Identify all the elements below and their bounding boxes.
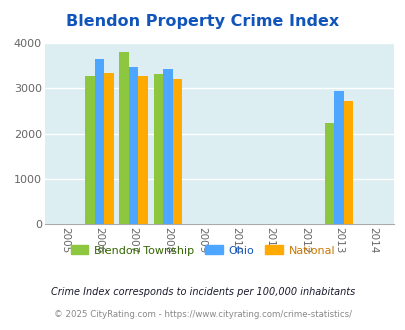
Bar (119, 52, 128, 224)
Bar (333, 91, 343, 224)
Bar (343, 101, 353, 224)
Bar (138, 76, 148, 224)
Bar (163, 69, 172, 224)
Legend: Blendon Township, Ohio, National: Blendon Township, Ohio, National (66, 241, 339, 260)
Bar (128, 67, 138, 224)
Bar (324, 123, 333, 224)
Text: Blendon Property Crime Index: Blendon Property Crime Index (66, 14, 339, 29)
Bar (85, 76, 94, 224)
Text: Crime Index corresponds to incidents per 100,000 inhabitants: Crime Index corresponds to incidents per… (51, 287, 354, 297)
Text: © 2025 CityRating.com - https://www.cityrating.com/crime-statistics/: © 2025 CityRating.com - https://www.city… (54, 310, 351, 319)
Bar (153, 74, 163, 224)
Bar (172, 79, 182, 224)
Bar (94, 59, 104, 224)
Bar (104, 73, 113, 224)
